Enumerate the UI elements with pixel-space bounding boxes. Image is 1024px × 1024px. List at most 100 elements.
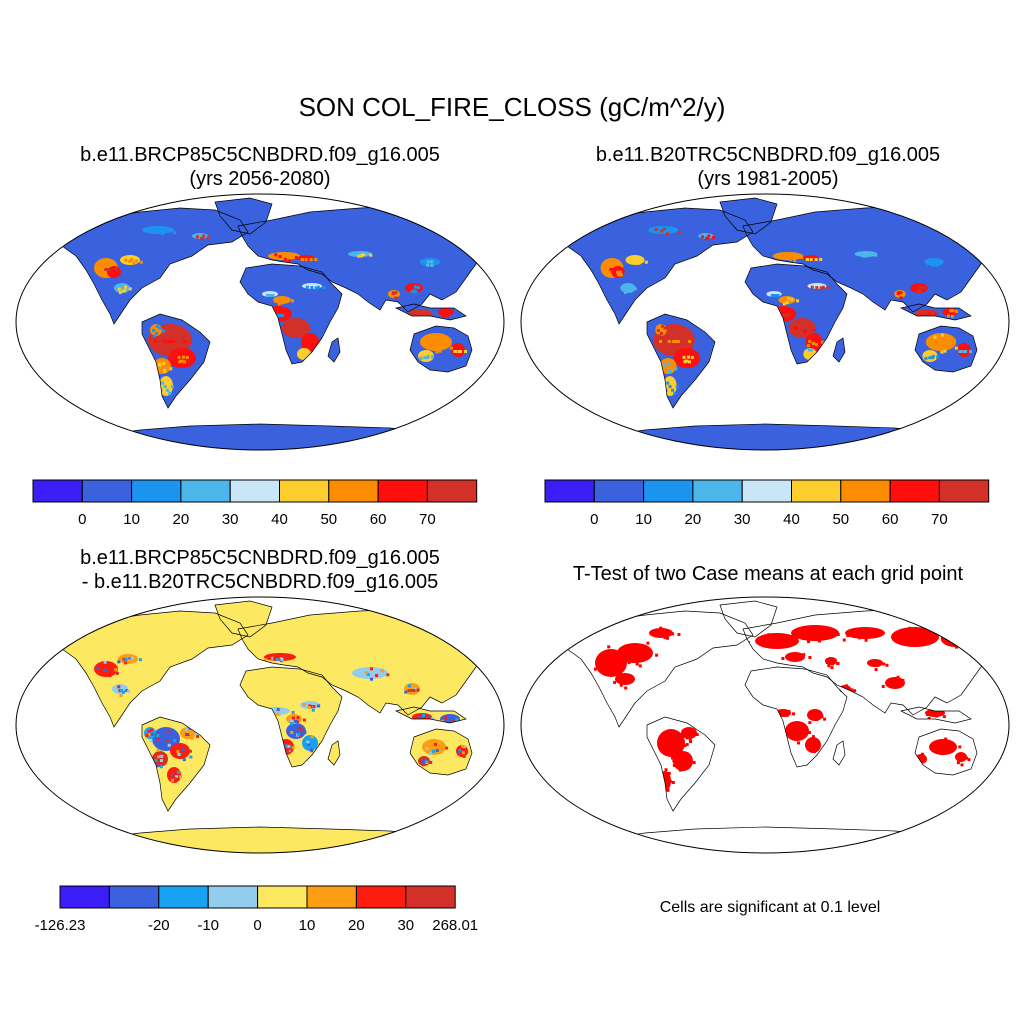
grid-cell <box>685 743 689 746</box>
grid-cell <box>370 667 373 671</box>
grid-cell <box>635 662 639 666</box>
grid-cell <box>789 257 792 261</box>
grid-cell <box>169 367 173 371</box>
grid-cell <box>793 259 797 263</box>
grid-cell <box>375 674 379 678</box>
grid-cell <box>809 348 813 352</box>
coastline <box>53 610 249 728</box>
grid-cell <box>935 714 939 718</box>
grid-cell <box>289 326 293 330</box>
grid-cell <box>117 287 121 291</box>
map-panel-top-left <box>15 193 505 451</box>
grid-cell <box>419 356 423 360</box>
grid-cell <box>174 777 177 781</box>
grid-cell <box>960 763 964 767</box>
grid-cell <box>901 678 905 682</box>
grid-cell <box>808 721 812 725</box>
grid-cell <box>416 688 420 692</box>
grid-cell <box>118 290 122 294</box>
grid-cell <box>432 749 436 753</box>
grid-cell <box>918 314 922 318</box>
colorbar-tick-label: 60 <box>370 511 387 528</box>
grid-cell <box>167 729 171 733</box>
grid-cell <box>114 268 118 271</box>
grid-cell <box>671 388 674 392</box>
grid-cell <box>922 641 926 645</box>
grid-cell <box>856 631 860 635</box>
grid-cell <box>616 673 620 677</box>
coastline <box>394 303 467 321</box>
grid-cell <box>361 253 365 257</box>
grid-cell <box>160 754 164 758</box>
grid-cell <box>954 346 958 350</box>
coastline <box>719 600 778 638</box>
grid-cell <box>635 257 638 261</box>
grid-cell <box>161 381 165 385</box>
grid-cell <box>112 273 116 277</box>
grid-cell <box>929 637 933 640</box>
grid-cell <box>278 255 282 259</box>
grid-cell <box>455 718 459 722</box>
grid-cell <box>270 294 273 297</box>
grid-cell <box>412 289 416 293</box>
grid-cell <box>647 651 651 655</box>
grid-cell <box>656 633 660 636</box>
grid-cell <box>864 638 868 642</box>
grid-cell <box>284 655 288 659</box>
grid-cell <box>429 747 433 750</box>
grid-cell <box>802 653 806 657</box>
grid-cell <box>637 261 641 265</box>
fire-hotspot <box>772 252 804 260</box>
grid-cell <box>429 761 433 764</box>
grid-cell <box>168 773 172 777</box>
grid-cell <box>275 657 279 661</box>
fire-hotspot <box>301 333 319 351</box>
grid-cell <box>681 729 685 733</box>
grid-cell <box>158 363 162 367</box>
grid-cell <box>665 787 668 791</box>
land-madagascar <box>328 741 340 765</box>
grid-cell <box>664 630 668 634</box>
grid-cell <box>431 717 435 720</box>
grid-cell <box>625 675 629 679</box>
grid-cell <box>666 381 670 385</box>
grid-cell <box>819 286 823 290</box>
grid-cell <box>853 629 857 633</box>
grid-cell <box>265 294 269 297</box>
main-title: SON COL_FIRE_CLOSS (gC/m^2/y) <box>298 92 726 122</box>
grid-cell <box>671 756 674 760</box>
grid-cell <box>781 657 785 660</box>
colorbar-box <box>692 479 743 503</box>
coastline <box>744 666 848 768</box>
grid-cell <box>782 302 786 306</box>
grid-cell <box>956 761 960 765</box>
fire-hotspot <box>788 318 816 338</box>
grid-cell <box>899 296 903 300</box>
grid-cell <box>284 257 287 261</box>
grid-cell <box>273 657 277 660</box>
fire-hotspot <box>922 350 938 362</box>
grid-cell <box>661 628 664 632</box>
significant-region <box>891 627 939 647</box>
grid-cell <box>160 759 163 762</box>
land-north-america <box>559 611 753 727</box>
grid-cell <box>798 735 802 739</box>
grid-cell <box>450 719 453 723</box>
grid-cell <box>927 716 931 720</box>
grid-cell <box>688 340 692 343</box>
grid-cell <box>815 286 819 290</box>
grid-cell <box>458 749 462 753</box>
grid-cell <box>794 731 798 734</box>
grid-cell <box>682 355 686 359</box>
grid-cell <box>617 273 621 277</box>
grid-cell <box>806 344 810 348</box>
colorbar-box <box>81 479 133 503</box>
grid-cell <box>673 391 677 395</box>
grid-cell <box>794 326 798 330</box>
panel-title-line2: - b.e11.B20TRC5CNBDRD.f09_g16.005 <box>81 571 439 593</box>
grid-cell <box>290 731 294 734</box>
grid-cell <box>635 653 638 656</box>
grid-cell <box>154 759 158 762</box>
grid-cell <box>454 350 458 353</box>
grid-cell <box>874 668 878 672</box>
